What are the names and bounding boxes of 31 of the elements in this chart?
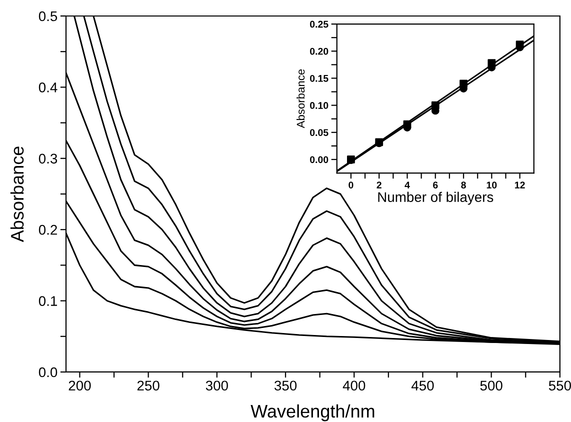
x-tick-label: 350: [274, 380, 297, 391]
x-tick-label: 6: [433, 182, 438, 188]
y-tick-label: 0.15: [310, 74, 328, 82]
x-tick-label: 400: [342, 380, 366, 391]
y-tick-label: 0.10: [310, 102, 328, 109]
x-tick-label: 250: [137, 380, 160, 391]
y-tick-label: 0.2: [38, 224, 57, 235]
y-tick-label: 0.4: [38, 82, 58, 92]
y-tick-label: 0.25: [310, 20, 328, 28]
y-axis-title: Absorbance: [296, 69, 305, 128]
x-tick-label: 10: [486, 182, 497, 188]
x-tick-label: 0: [348, 182, 354, 188]
x-tick-label: 200: [68, 380, 91, 391]
x-tick-label: 500: [480, 380, 502, 391]
x-tick-label: 12: [515, 182, 525, 188]
x-tick-label: 300: [206, 380, 228, 391]
x-tick-label: 550: [548, 380, 571, 391]
x-tick-label: 4: [404, 182, 410, 188]
y-tick-label: 0.20: [310, 48, 328, 55]
x-axis-title: Number of bilayers: [378, 192, 494, 205]
x-tick-label: 450: [411, 380, 434, 391]
x-tick-label: 8: [461, 182, 466, 188]
y-tick-label: 0.00: [310, 156, 328, 164]
y-tick-label: 0.05: [310, 129, 328, 136]
y-tick-label: 0.0: [38, 367, 58, 378]
y-axis-title: Absorbance: [10, 146, 24, 242]
y-tick-label: 0.5: [38, 11, 58, 22]
y-tick-label: 0.3: [38, 154, 58, 164]
x-axis-title: Wavelength/nm: [250, 404, 374, 422]
y-tick-label: 0.1: [38, 296, 57, 306]
x-tick-label: 2: [376, 182, 382, 188]
